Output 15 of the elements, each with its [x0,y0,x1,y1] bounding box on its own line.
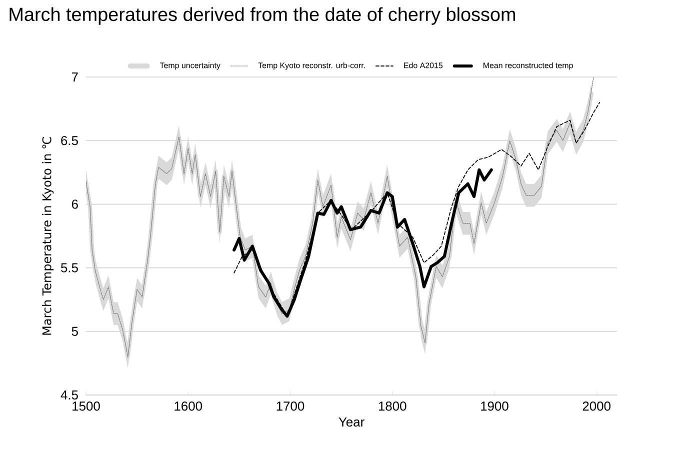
x-tick-label: 1600 [174,402,202,411]
y-axis-title: March Temperature in Kyoto in ℃ [42,136,54,335]
x-tick-label: 1700 [276,402,304,411]
x-tick-label: 1800 [378,402,406,411]
y-tick-label: 6 [72,200,78,209]
y-tick-label: 6.5 [61,136,78,146]
x-tick-label: 1900 [481,402,508,411]
chart-title: March temperatures derived from the date of cherry blossom [10,7,516,25]
y-tick-label: 4.5 [60,390,78,400]
y-tick-label: 5 [72,326,78,336]
x-axis-title: Year [338,418,364,427]
y-tick-label: 7 [72,72,78,82]
x-tick-label: 2000 [582,402,610,411]
x-tick-label: 1500 [72,402,100,411]
y-tick-label: 5.5 [60,263,78,272]
